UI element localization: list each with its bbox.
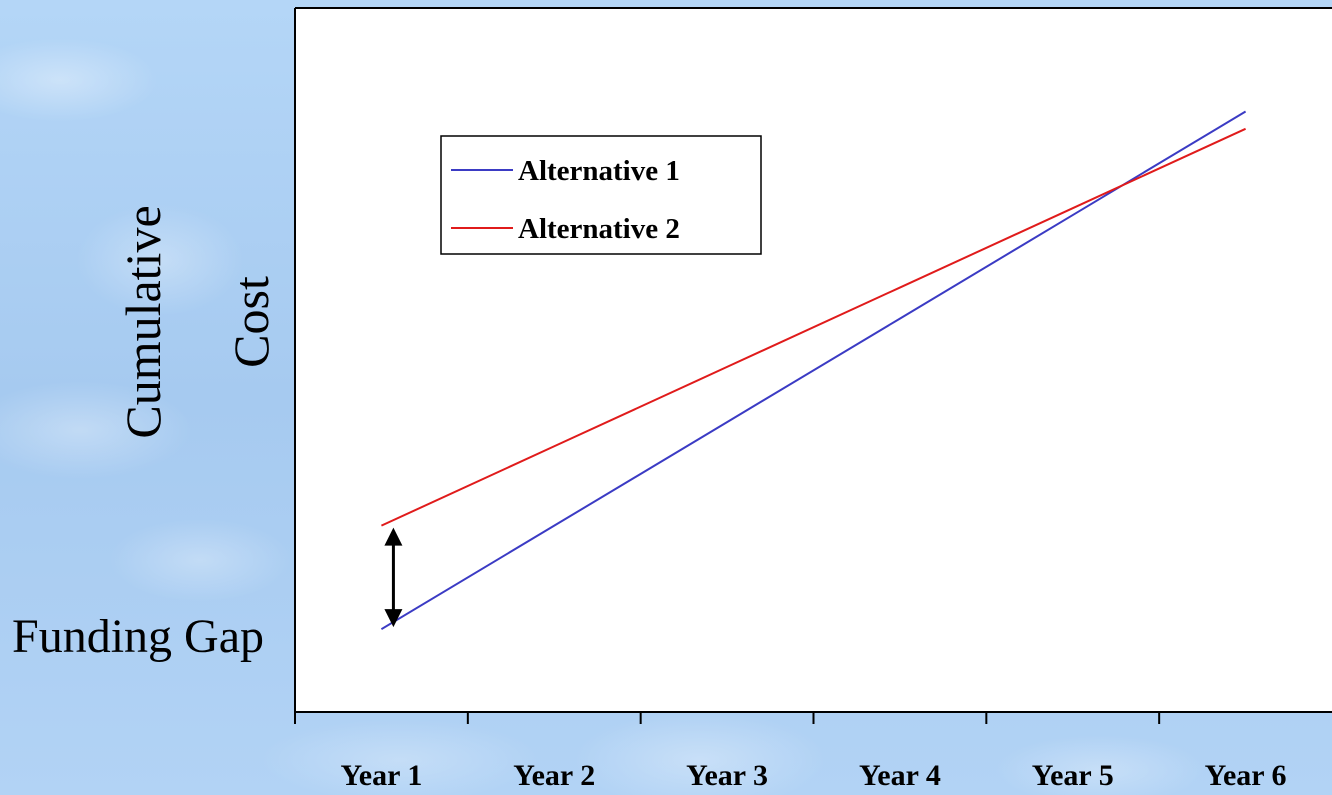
x-tick-label: Year 2 [513, 759, 595, 792]
funding-gap-label: Funding Gap [12, 610, 264, 663]
legend: Alternative 1 Alternative 2 [440, 135, 762, 255]
y-axis-label-line-2: Cost [223, 276, 279, 368]
series-line-alternative-1 [380, 110, 1247, 631]
x-tick-label: Year 3 [686, 759, 768, 792]
plot-area [295, 8, 1332, 712]
x-tick-labels: Year 1 Year 2 Year 3 Year 4 Year 5 Year … [340, 759, 1286, 792]
legend-label-alternative-1: Alternative 1 [518, 155, 680, 187]
funding-gap-arrow-head-top [384, 527, 403, 546]
y-axis-label-line-1: Cumulative [115, 205, 171, 438]
series-line-alternative-2 [380, 127, 1247, 527]
x-tick-label: Year 6 [1205, 759, 1287, 792]
x-tick-label: Year 5 [1032, 759, 1114, 792]
legend-label-alternative-2: Alternative 2 [518, 213, 680, 245]
legend-box [440, 135, 762, 255]
x-ticks [294, 712, 1161, 724]
x-tick-label: Year 1 [340, 759, 422, 792]
funding-gap-arrow [384, 527, 403, 628]
funding-gap-arrow-head-bottom [384, 609, 403, 628]
x-tick-label: Year 4 [859, 759, 941, 792]
